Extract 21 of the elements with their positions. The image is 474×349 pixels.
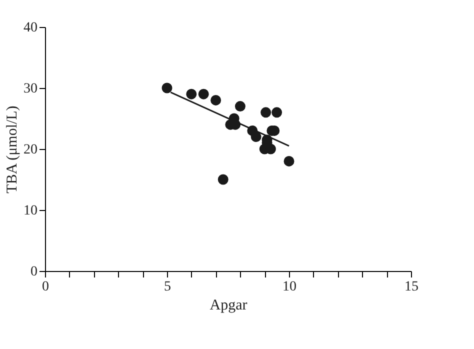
y-axis-title: TBA (μmol/L)	[4, 106, 20, 194]
x-tick-label: 15	[404, 280, 418, 294]
point	[272, 107, 282, 118]
y-tick-label: 20	[24, 142, 38, 158]
point	[260, 107, 272, 118]
point	[198, 88, 209, 100]
point	[186, 88, 197, 100]
y-tick-label: 10	[24, 204, 38, 218]
point	[218, 174, 228, 185]
point	[234, 101, 246, 112]
x-tick-label: 10	[282, 280, 296, 294]
x-axis-title: Apgar	[210, 298, 248, 314]
point	[250, 132, 262, 142]
x-tick-label: 0	[42, 280, 49, 294]
point	[284, 156, 294, 166]
y-tick-label: 40	[24, 20, 38, 36]
y-tick-label: 30	[24, 82, 38, 96]
y-tick-label: 0	[30, 264, 38, 280]
point	[162, 82, 172, 94]
point	[210, 94, 222, 106]
x-tick-label: 5	[164, 280, 171, 294]
